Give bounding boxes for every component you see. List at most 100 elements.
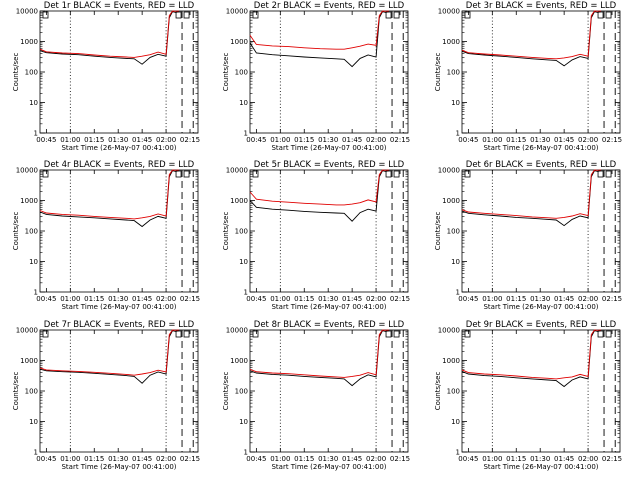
y-axis-label: Counts/sec bbox=[12, 53, 20, 92]
y-tick-label: 1000 bbox=[20, 197, 38, 205]
marker-box-c bbox=[175, 170, 182, 178]
x-tick-label: 02:15 bbox=[390, 455, 410, 463]
x-tick-label: 01:15 bbox=[294, 295, 314, 303]
marker-box-c bbox=[175, 11, 182, 19]
marker-box-s bbox=[183, 11, 190, 19]
x-tick-label: 02:15 bbox=[602, 136, 622, 144]
marker-box-s bbox=[252, 330, 259, 338]
series-line-lld bbox=[461, 169, 601, 219]
x-tick-label: 00:45 bbox=[36, 295, 56, 303]
x-tick-label: 01:45 bbox=[554, 455, 574, 463]
x-axis-label: Start Time (26-May-07 00:41:00) bbox=[271, 303, 386, 311]
y-tick-label: 1000 bbox=[442, 38, 460, 46]
series-line-events bbox=[461, 330, 601, 388]
x-axis-label: Start Time (26-May-07 00:41:00) bbox=[61, 303, 176, 311]
y-tick-label: 10 bbox=[451, 258, 460, 266]
detector-panel-5: Det 5r BLACK = Events, RED = LLD 1 10 100 10… bbox=[222, 160, 410, 311]
plot-frame bbox=[461, 10, 621, 134]
series-line-events bbox=[39, 330, 179, 384]
x-tick-label: 01:45 bbox=[554, 136, 574, 144]
series-line-events bbox=[461, 170, 601, 227]
x-tick-label: 01:15 bbox=[506, 295, 526, 303]
x-tick-label: 01:30 bbox=[108, 295, 128, 303]
y-tick-label: 1 bbox=[34, 130, 38, 138]
panel-title: Det 4r BLACK = Events, RED = LLD bbox=[44, 160, 195, 170]
marker-box-s bbox=[42, 330, 49, 338]
x-tick-label: 00:45 bbox=[246, 136, 266, 144]
x-tick-label: 01:30 bbox=[530, 136, 550, 144]
x-tick-label: 01:15 bbox=[84, 136, 104, 144]
y-tick-label: 10000 bbox=[16, 327, 38, 335]
marker-box-c bbox=[597, 11, 604, 19]
y-tick-label: 10000 bbox=[438, 327, 460, 335]
y-tick-label: 10 bbox=[239, 99, 248, 107]
series-line-lld bbox=[249, 329, 389, 378]
x-tick-label: 01:30 bbox=[318, 295, 338, 303]
x-tick-label: 01:15 bbox=[506, 136, 526, 144]
marker-box-s bbox=[393, 11, 400, 19]
marker-box-s bbox=[252, 11, 259, 19]
y-tick-label: 1000 bbox=[230, 357, 248, 365]
plot-frame bbox=[249, 10, 409, 134]
series-line-events bbox=[249, 330, 389, 387]
x-tick-label: 01:45 bbox=[342, 295, 362, 303]
y-tick-label: 1 bbox=[456, 130, 460, 138]
panel-title: Det 9r BLACK = Events, RED = LLD bbox=[466, 320, 617, 330]
x-tick-label: 01:00 bbox=[270, 455, 290, 463]
y-tick-label: 1 bbox=[34, 449, 38, 457]
y-tick-label: 10 bbox=[239, 258, 248, 266]
marker-box-s bbox=[464, 170, 471, 178]
series-line-events bbox=[39, 170, 179, 228]
x-tick-label: 01:00 bbox=[482, 295, 502, 303]
marker-box-c bbox=[597, 330, 604, 338]
marker-box-s bbox=[605, 170, 612, 178]
series-line-lld bbox=[249, 169, 389, 206]
y-axis-label: Counts/sec bbox=[12, 372, 20, 411]
x-tick-label: 01:30 bbox=[318, 455, 338, 463]
series-line-lld bbox=[39, 10, 179, 58]
series-line-lld bbox=[461, 10, 601, 60]
y-tick-label: 1 bbox=[34, 289, 38, 297]
series-line-lld bbox=[39, 329, 179, 376]
marker-box-s bbox=[464, 330, 471, 338]
y-axis-label: Counts/sec bbox=[222, 372, 230, 411]
y-tick-label: 1000 bbox=[230, 197, 248, 205]
x-tick-label: 02:00 bbox=[578, 455, 598, 463]
x-tick-label: 01:15 bbox=[84, 455, 104, 463]
y-axis-label: Counts/sec bbox=[222, 212, 230, 251]
x-tick-label: 01:00 bbox=[60, 455, 80, 463]
detector-panel-2: Det 2r BLACK = Events, RED = LLD 1 10 100 10… bbox=[222, 1, 410, 152]
y-tick-label: 10 bbox=[29, 418, 38, 426]
detector-panel-3: Det 3r BLACK = Events, RED = LLD 1 10 100 10… bbox=[434, 1, 622, 152]
y-tick-label: 100 bbox=[235, 228, 248, 236]
x-tick-label: 02:00 bbox=[366, 455, 386, 463]
y-tick-label: 10000 bbox=[438, 8, 460, 16]
detector-panel-1: Det 1r BLACK = Events, RED = LLD 1 10 100 10… bbox=[12, 1, 200, 152]
x-axis-label: Start Time (26-May-07 00:41:00) bbox=[483, 303, 598, 311]
y-tick-label: 10000 bbox=[226, 327, 248, 335]
x-tick-label: 00:45 bbox=[458, 455, 478, 463]
y-tick-label: 10000 bbox=[16, 167, 38, 175]
marker-box-s bbox=[183, 330, 190, 338]
x-tick-label: 01:00 bbox=[482, 136, 502, 144]
x-tick-label: 02:15 bbox=[390, 295, 410, 303]
x-tick-label: 02:00 bbox=[366, 295, 386, 303]
plot-frame bbox=[39, 329, 199, 453]
y-tick-label: 100 bbox=[235, 69, 248, 77]
x-tick-label: 02:15 bbox=[180, 455, 200, 463]
x-tick-label: 01:15 bbox=[84, 295, 104, 303]
x-tick-label: 01:30 bbox=[108, 455, 128, 463]
y-tick-label: 1 bbox=[244, 449, 248, 457]
marker-box-s bbox=[42, 170, 49, 178]
y-tick-label: 10 bbox=[29, 258, 38, 266]
y-tick-label: 1000 bbox=[442, 357, 460, 365]
y-axis-label: Counts/sec bbox=[434, 372, 442, 411]
y-tick-label: 10000 bbox=[16, 8, 38, 16]
detector-panel-7: Det 7r BLACK = Events, RED = LLD 1 10 100 10… bbox=[12, 320, 200, 471]
y-tick-label: 1 bbox=[244, 130, 248, 138]
marker-box-s bbox=[464, 11, 471, 19]
x-axis-label: Start Time (26-May-07 00:41:00) bbox=[483, 463, 598, 471]
x-tick-label: 01:00 bbox=[482, 455, 502, 463]
marker-box-s bbox=[42, 11, 49, 19]
